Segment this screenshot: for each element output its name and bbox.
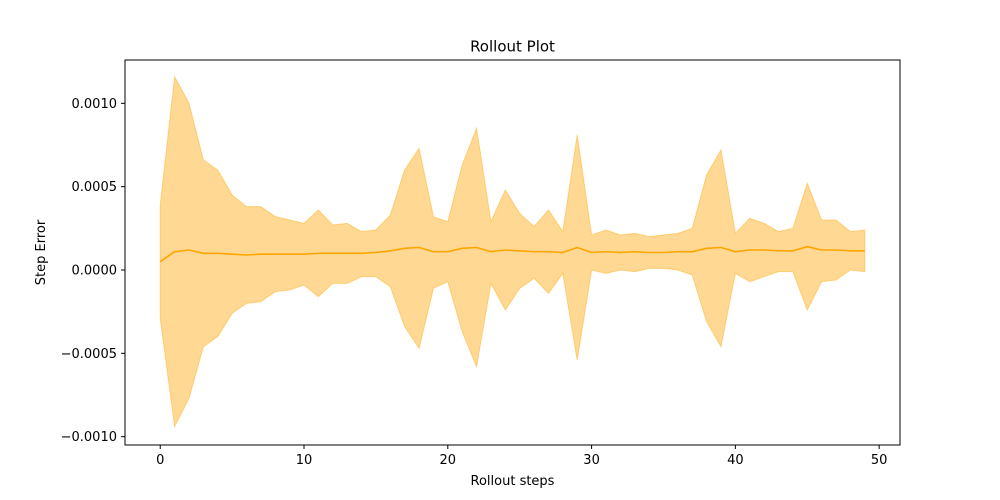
plot-area bbox=[159, 75, 866, 429]
x-tick-label: 20 bbox=[440, 453, 457, 468]
x-axis-label: Rollout steps bbox=[471, 474, 555, 489]
y-tick-label: −0.0005 bbox=[61, 347, 117, 362]
mean-line-0 bbox=[159, 245, 865, 263]
x-axis-ticks: 0 10 20 30 40 50 bbox=[156, 445, 887, 468]
x-tick-label: 50 bbox=[871, 453, 888, 468]
x-tick-label: 0 bbox=[156, 453, 164, 468]
y-tick-label: 0.0000 bbox=[72, 264, 118, 279]
chart-title: Rollout Plot bbox=[470, 38, 555, 56]
y-axis-ticks: −0.0010 −0.0005 0.0000 0.0005 0.0010 bbox=[61, 97, 125, 445]
x-tick-label: 30 bbox=[583, 453, 600, 468]
y-tick-label: 0.0010 bbox=[72, 97, 118, 112]
plot-frame bbox=[124, 59, 901, 446]
y-tick-label: −0.0010 bbox=[61, 430, 117, 445]
y-axis-label: Step Error bbox=[34, 219, 49, 285]
x-tick-label: 40 bbox=[727, 453, 744, 468]
x-tick-label: 10 bbox=[296, 453, 313, 468]
y-tick-label: 0.0005 bbox=[72, 180, 118, 195]
error-band-0 bbox=[159, 75, 866, 429]
